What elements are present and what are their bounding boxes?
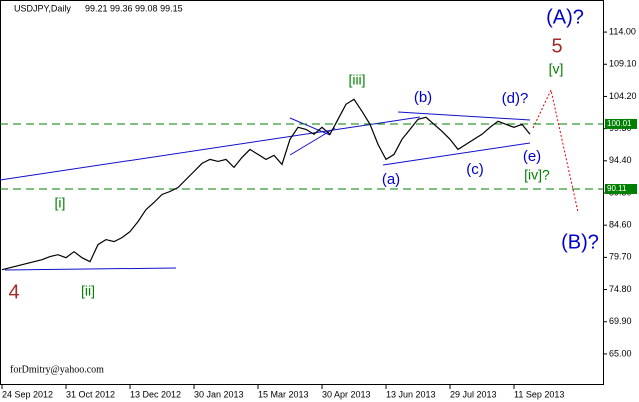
level-label: 90.11: [607, 184, 627, 193]
trendlines: [0, 111, 531, 271]
wave-label: (A)?: [546, 6, 584, 28]
y-tick-label: 114.00: [609, 26, 636, 36]
projection: [532, 88, 579, 213]
wave-label: [i]: [55, 195, 66, 211]
x-tick-label: 11 Sep 2013: [514, 389, 564, 399]
price-line: [1, 98, 531, 271]
y-tick-label: 74.80: [609, 284, 632, 294]
x-tick-label: 29 Jul 2013: [450, 389, 497, 399]
plot-frame: [0, 0, 604, 385]
wave-label: (b): [414, 89, 432, 106]
wave-label: (B)?: [561, 231, 599, 253]
level-label: 100.01: [607, 119, 632, 128]
chart-subtitle: 99.21 99.36 99.08 99.15: [85, 3, 183, 13]
wave-label: (a): [382, 171, 400, 188]
wave-label: 5: [551, 35, 562, 57]
chart-title: USDJPY,Daily: [14, 3, 71, 13]
wave-label: [iv]?: [524, 167, 550, 183]
y-tick-label: 84.60: [609, 220, 632, 230]
watermark: forDmitry@yahoo.com: [10, 364, 104, 375]
y-tick-label: 104.20: [609, 91, 637, 101]
x-tick-label: 30 Jan 2013: [194, 389, 244, 399]
x-tick-label: 31 Oct 2012: [66, 389, 115, 399]
wave-label: [ii]: [81, 283, 95, 299]
wave-label: (e): [523, 148, 541, 165]
y-tick-label: 69.90: [609, 316, 632, 326]
level-badge: [605, 183, 637, 194]
wave-label: 4: [8, 281, 19, 303]
y-tick-label: 109.10: [609, 59, 637, 69]
y-tick-label: 65.00: [609, 348, 632, 358]
x-tick-label: 24 Sep 2012: [2, 389, 53, 399]
x-tick-label: 13 Jun 2013: [386, 389, 436, 399]
level-badge: [605, 118, 637, 129]
x-tick-label: 30 Apr 2013: [322, 389, 371, 399]
y-tick-label: 79.70: [609, 252, 632, 262]
wave-label: (d)?: [502, 90, 529, 107]
wave-label: [v]: [549, 61, 564, 77]
wave-label: (c): [466, 161, 484, 178]
x-tick-label: 15 Mar 2013: [258, 389, 309, 399]
x-tick-label: 13 Dec 2012: [130, 389, 181, 399]
wave-label: [iii]: [348, 72, 365, 88]
y-tick-label: 94.40: [609, 155, 632, 165]
